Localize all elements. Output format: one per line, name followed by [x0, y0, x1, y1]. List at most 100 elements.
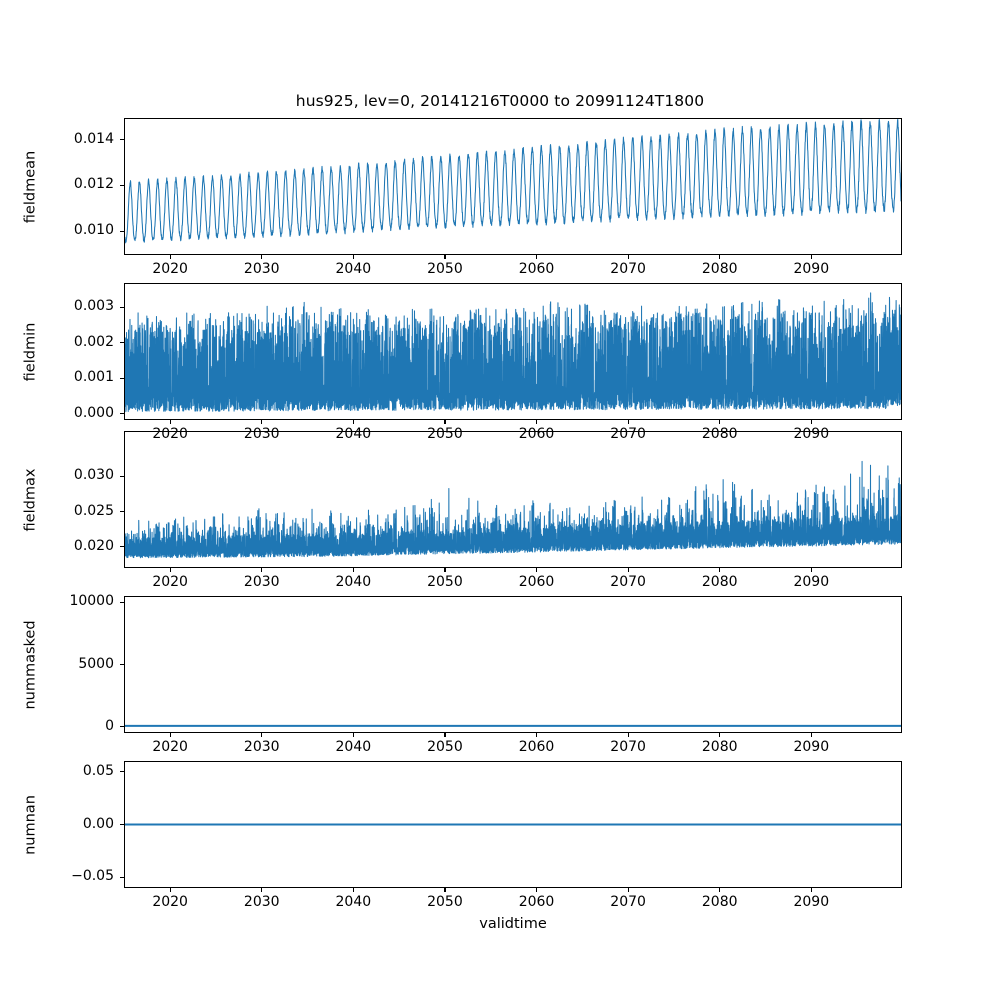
xtick-mark	[444, 420, 446, 424]
xtick-mark	[261, 733, 263, 737]
xtick-label: 2040	[335, 894, 372, 910]
ytick-label: 0.003	[73, 298, 114, 315]
xtick-mark	[261, 420, 263, 424]
xtick-mark	[627, 568, 629, 572]
panel-nummasked	[124, 596, 902, 733]
xtick-label: 2090	[793, 894, 830, 910]
ytick-label: 0	[105, 717, 114, 734]
xtick-mark	[810, 255, 812, 259]
xtick-mark	[444, 888, 446, 892]
xtick-mark	[536, 733, 538, 737]
ytick-mark	[120, 664, 124, 666]
xtick-mark	[719, 733, 721, 737]
panel-fieldmean	[124, 118, 902, 255]
xtick-label: 2060	[518, 261, 555, 277]
xtick-label: 2040	[335, 739, 372, 755]
xtick-label: 2090	[793, 426, 830, 442]
ytick-label: 0.000	[73, 404, 114, 421]
series-fieldmean	[125, 119, 901, 254]
xtick-mark	[261, 255, 263, 259]
xtick-label: 2050	[427, 261, 463, 277]
ytick-label: −0.05	[71, 868, 114, 885]
xtick-mark	[719, 568, 721, 572]
xtick-label: 2020	[152, 894, 188, 910]
xtick-mark	[536, 888, 538, 892]
ytick-label: 5000	[78, 655, 114, 672]
ytick-mark	[120, 824, 124, 826]
ytick-mark	[120, 876, 124, 878]
xtick-mark	[352, 888, 354, 892]
ytick-label: 0.020	[73, 537, 114, 554]
xtick-label: 2060	[518, 894, 555, 910]
ytick-label: 0.010	[73, 222, 114, 239]
plot-area-fieldmax	[125, 432, 901, 567]
plot-area-fieldmean	[125, 119, 901, 254]
xtick-mark	[352, 733, 354, 737]
xtick-label: 2020	[152, 739, 188, 755]
xtick-label: 2030	[243, 894, 280, 910]
xtick-label: 2070	[610, 739, 646, 755]
xtick-mark	[810, 888, 812, 892]
xtick-label: 2030	[243, 739, 280, 755]
series-nummasked	[125, 597, 901, 732]
xtick-label: 2050	[427, 894, 463, 910]
xtick-mark	[627, 420, 629, 424]
xtick-label: 2060	[518, 739, 555, 755]
ytick-label: 0.002	[73, 333, 114, 350]
ytick-mark	[120, 413, 124, 415]
xtick-mark	[719, 255, 721, 259]
xtick-mark	[352, 420, 354, 424]
xtick-mark	[352, 255, 354, 259]
xtick-label: 2040	[335, 426, 372, 442]
xtick-mark	[719, 420, 721, 424]
ytick-label: 0.025	[73, 502, 114, 519]
xtick-label: 2080	[701, 261, 738, 277]
xtick-label: 2050	[427, 574, 463, 590]
xtick-label: 2070	[610, 894, 646, 910]
xtick-label: 2060	[518, 426, 555, 442]
xtick-mark	[627, 255, 629, 259]
ytick-mark	[120, 475, 124, 477]
ytick-mark	[120, 230, 124, 232]
xtick-mark	[810, 568, 812, 572]
ytick-mark	[120, 184, 124, 186]
xtick-mark	[536, 255, 538, 259]
ytick-mark	[120, 771, 124, 773]
xtick-label: 2050	[427, 426, 463, 442]
xtick-mark	[627, 733, 629, 737]
xtick-label: 2070	[610, 574, 646, 590]
ytick-mark	[120, 342, 124, 344]
xtick-mark	[352, 568, 354, 572]
ytick-label: 0.014	[73, 130, 114, 147]
ytick-label: 0.00	[82, 815, 114, 832]
xtick-label: 2030	[243, 261, 280, 277]
figure-title: hus925, lev=0, 20141216T0000 to 20991124…	[295, 92, 705, 110]
xtick-label: 2020	[152, 574, 188, 590]
ytick-mark	[120, 726, 124, 728]
xtick-mark	[169, 255, 171, 259]
xtick-mark	[536, 420, 538, 424]
ytick-mark	[120, 377, 124, 379]
xtick-label: 2080	[701, 574, 738, 590]
ytick-label: 0.012	[73, 176, 114, 193]
series-fieldmax	[125, 432, 901, 567]
plot-area-numnan	[125, 762, 901, 887]
panel-numnan	[124, 761, 902, 888]
xtick-mark	[719, 888, 721, 892]
xtick-label: 2070	[610, 261, 646, 277]
xtick-label: 2030	[243, 426, 280, 442]
xtick-label: 2020	[152, 261, 188, 277]
xtick-mark	[169, 888, 171, 892]
xtick-mark	[444, 255, 446, 259]
series-fieldmin	[125, 284, 901, 419]
panel-fieldmax	[124, 431, 902, 568]
xtick-label: 2020	[152, 426, 188, 442]
xtick-mark	[261, 568, 263, 572]
xtick-label: 2050	[427, 739, 463, 755]
xtick-label: 2090	[793, 574, 830, 590]
xtick-label: 2040	[335, 574, 372, 590]
xtick-mark	[627, 888, 629, 892]
xtick-label: 2080	[701, 894, 738, 910]
ytick-mark	[120, 511, 124, 513]
